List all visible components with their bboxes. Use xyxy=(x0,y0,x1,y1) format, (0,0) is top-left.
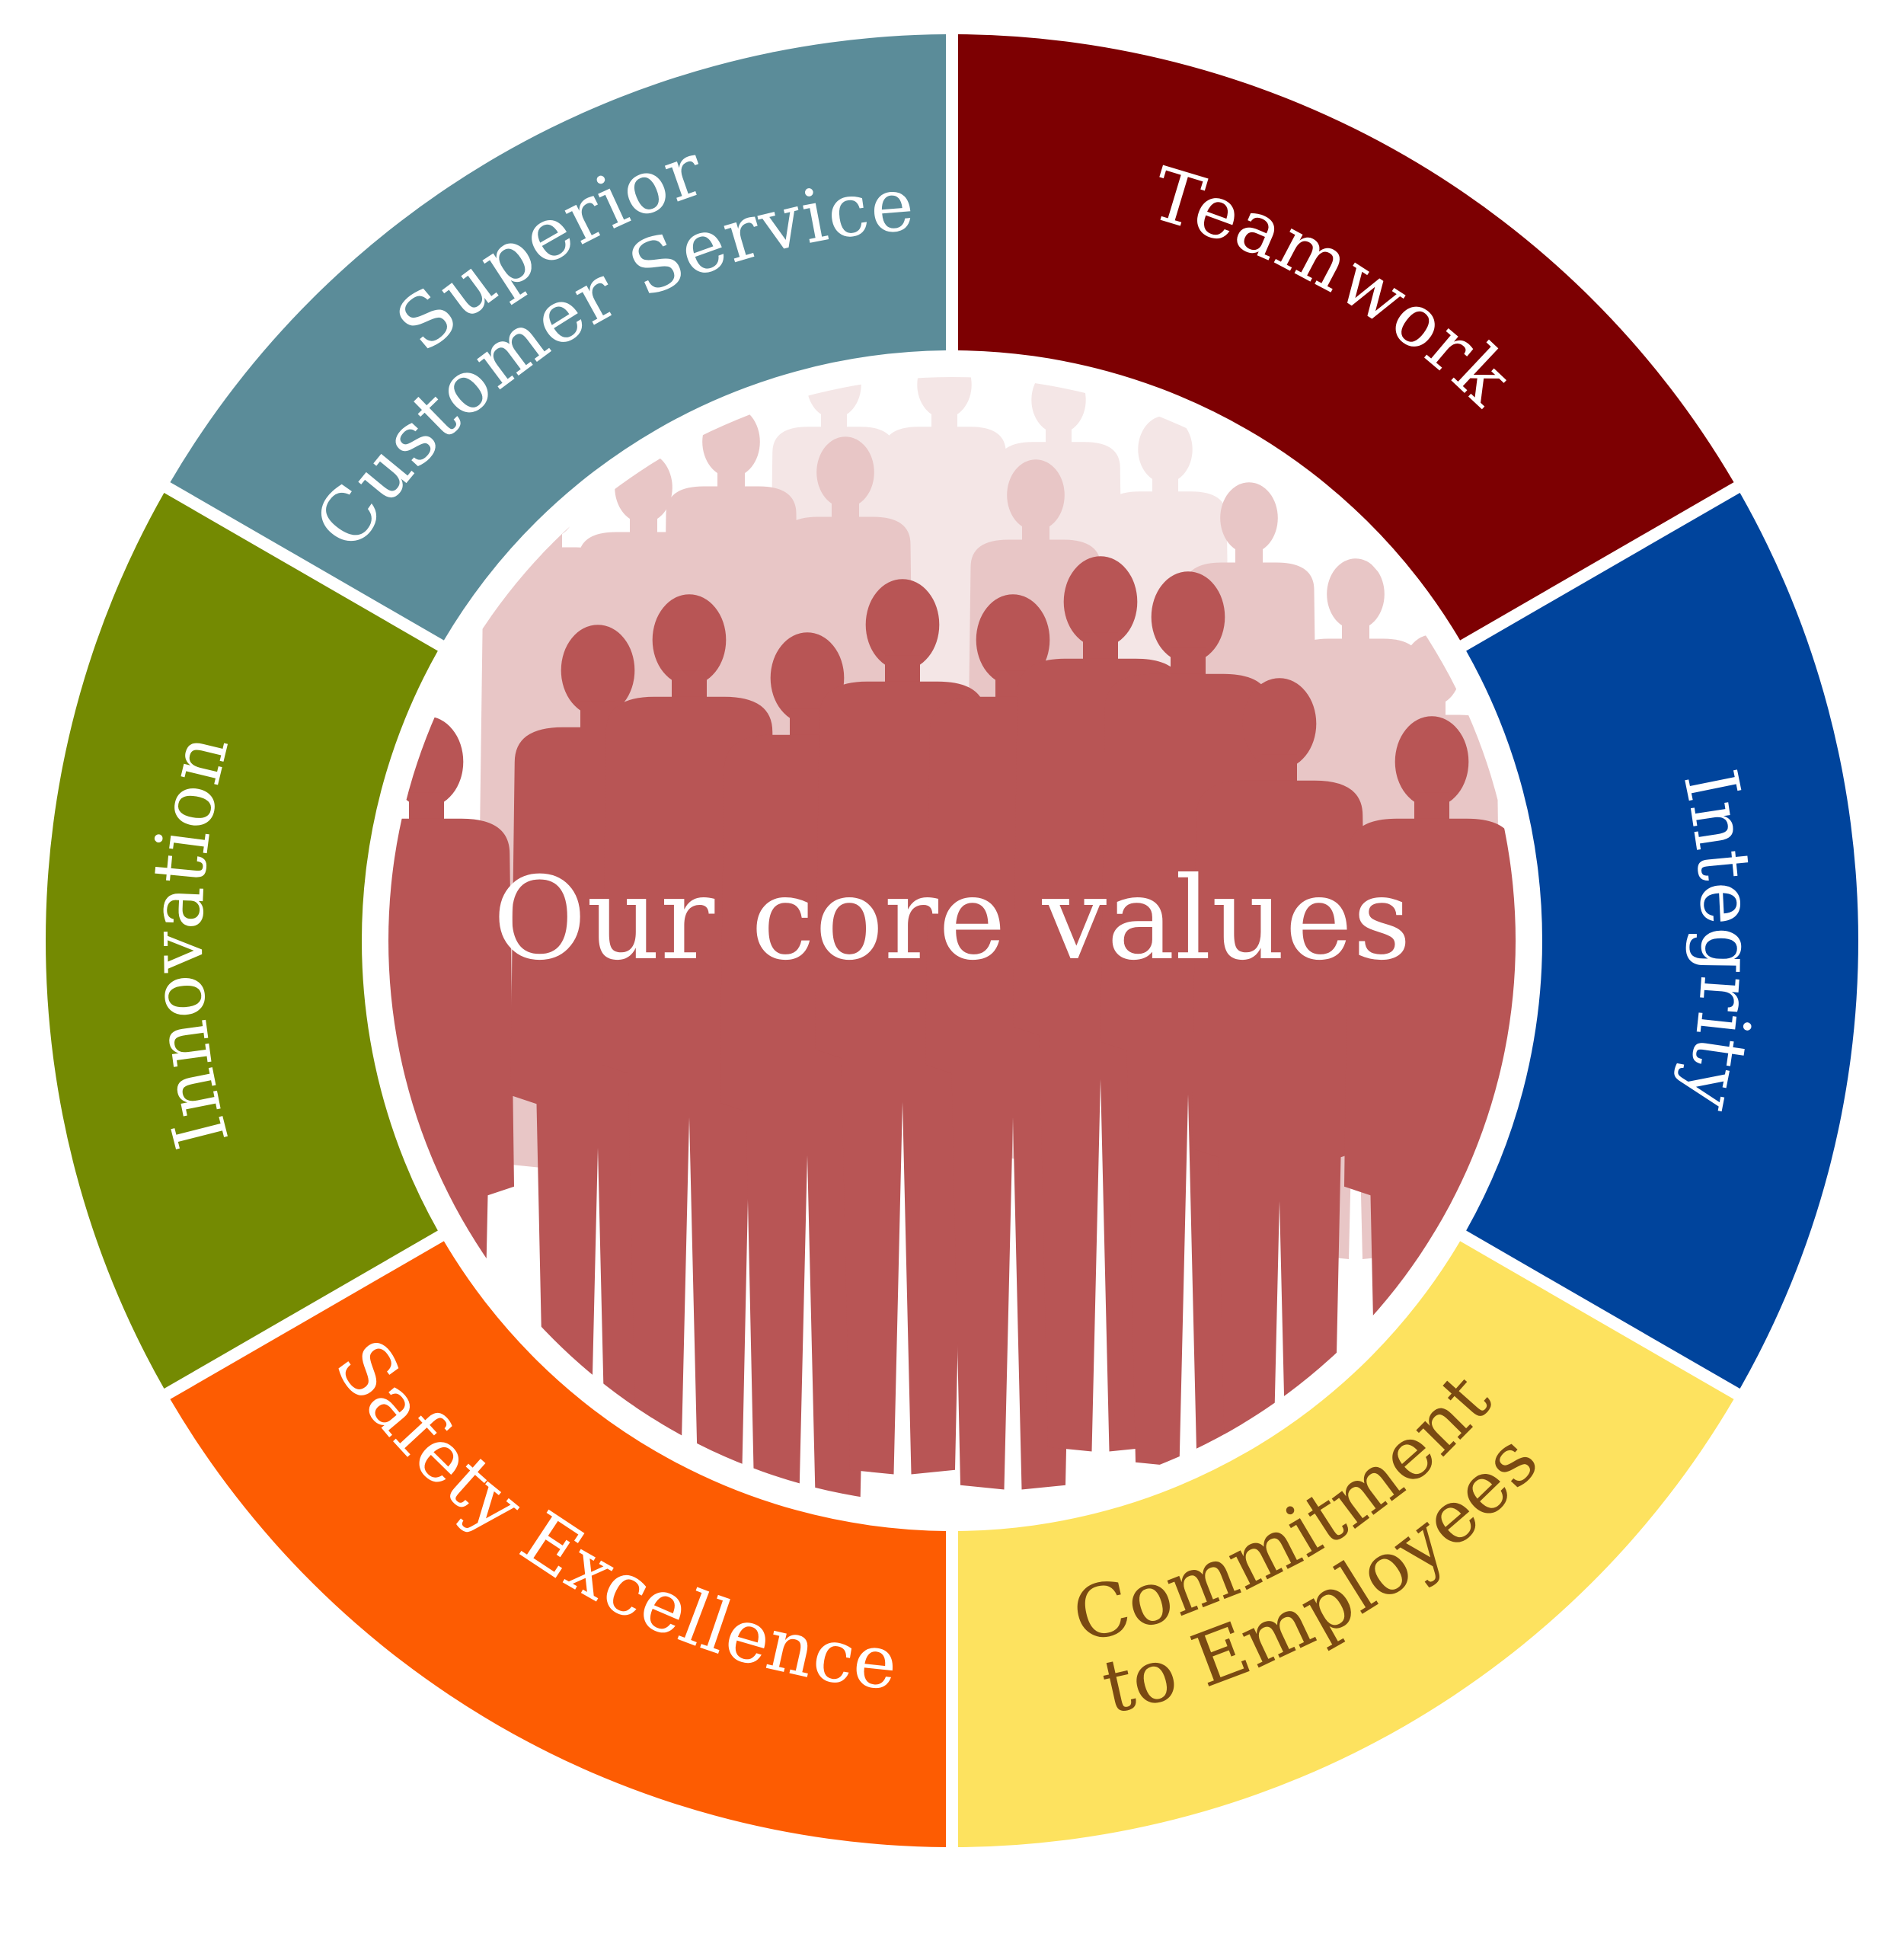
segment-customer-service xyxy=(170,34,947,641)
values-ring xyxy=(45,34,1858,1847)
segment-integrity xyxy=(1466,492,1858,1389)
segment-innovation xyxy=(45,492,438,1389)
segment-commitment xyxy=(957,1241,1734,1847)
crowd-front-row xyxy=(388,556,1516,1504)
segment-teamwork xyxy=(957,34,1734,641)
segment-safety xyxy=(170,1241,947,1847)
center-title: Our core values xyxy=(493,853,1411,986)
